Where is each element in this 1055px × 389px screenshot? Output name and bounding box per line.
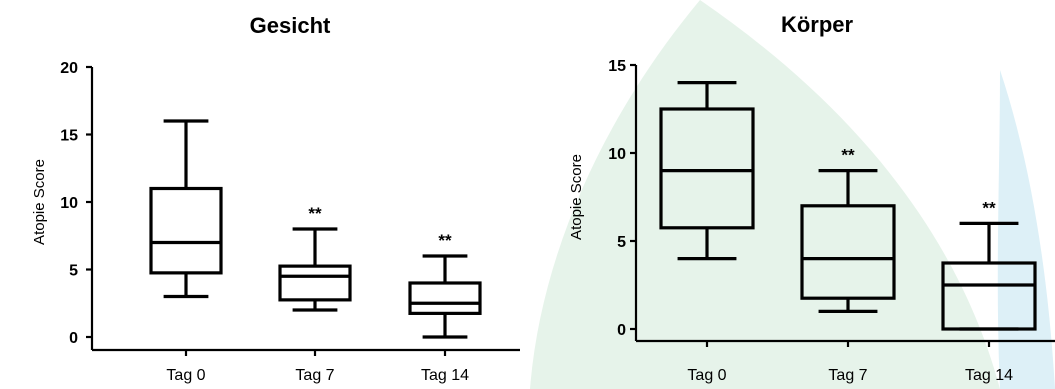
chart-panel-2: Körper Atopie Score 0 5 10 15 Tag 0 Tag 7 ** Tag … xyxy=(568,12,1055,384)
significance-label: ** xyxy=(308,204,322,223)
x-category-label: Tag 14 xyxy=(965,367,1013,384)
chart-title: Gesicht xyxy=(250,13,331,38)
y-tick-label: 10 xyxy=(60,195,78,212)
y-tick-label: 10 xyxy=(608,146,626,163)
box-iqr xyxy=(149,186,223,275)
x-category-label: Tag 0 xyxy=(687,367,726,384)
chart-title: Körper xyxy=(781,12,854,37)
box-iqr xyxy=(278,264,352,302)
box-iqr xyxy=(408,281,482,315)
box-iqr xyxy=(941,261,1037,331)
chart-panel-1: Gesicht Atopie Score 0 5 10 15 20 Tag 0 Tag 7 ** T… xyxy=(31,13,520,384)
box-plot-tag-7 xyxy=(800,169,896,313)
box-plot-tag-0 xyxy=(149,119,223,299)
box-plot-tag-14 xyxy=(408,254,482,339)
y-axis-label: Atopie Score xyxy=(568,154,585,240)
y-tick-label: 0 xyxy=(617,322,626,339)
background-shape xyxy=(997,70,1055,389)
y-tick-label: 15 xyxy=(60,128,78,145)
x-category-label: Tag 14 xyxy=(421,367,469,384)
significance-label: ** xyxy=(982,198,996,217)
box-iqr xyxy=(800,204,896,300)
y-tick-label: 0 xyxy=(69,330,78,347)
y-axis-label: Atopie Score xyxy=(31,159,48,245)
y-tick-label: 5 xyxy=(69,263,78,280)
y-tick-label: 20 xyxy=(60,60,78,77)
box-plot-tag-0 xyxy=(659,80,755,261)
significance-label: ** xyxy=(438,231,452,250)
background-shape xyxy=(530,0,1000,389)
x-category-label: Tag 7 xyxy=(828,367,867,384)
box-plot-tag-7 xyxy=(278,227,352,312)
box-plot-tag-14 xyxy=(941,221,1037,331)
x-category-label: Tag 7 xyxy=(295,367,334,384)
x-category-label: Tag 0 xyxy=(166,367,205,384)
y-tick-label: 5 xyxy=(617,234,626,251)
significance-label: ** xyxy=(841,146,855,165)
y-tick-label: 15 xyxy=(608,58,626,75)
box-iqr xyxy=(659,107,755,230)
